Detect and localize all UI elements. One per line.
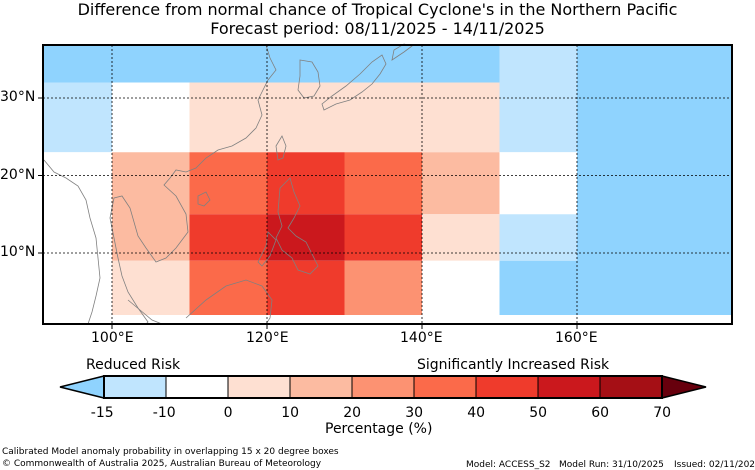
colorbar-segment [289,375,353,399]
anomaly-grid [43,45,732,315]
footer-issued: Issued: 02/11/2025 [674,460,755,470]
lon-label-100e: 100°E [91,330,134,346]
sumatra-coastline [127,299,163,325]
colorbar-xlabel: Percentage (%) [325,421,433,437]
footer-method: Calibrated Model anomaly probability in … [2,447,339,457]
colorbar-tick-label: -10 [152,405,176,421]
grid-cell [189,82,500,153]
grid-cell [189,214,267,261]
lat-label-10n: 10°N [0,244,36,260]
colorbar-frame [103,375,663,399]
increased-risk-label: Significantly Increased Risk [417,357,610,373]
colorbar-tick-label: 70 [653,405,672,421]
footer-run: Model Run: 31/10/2025 [559,460,664,470]
lon-label-160e: 160°E [555,330,598,346]
grid-cell [43,152,112,315]
map-title: Difference from normal chance of Tropica… [77,0,678,19]
grid-cell [267,214,345,261]
footer-model: Model: ACCESS_S2 [466,460,551,470]
grid-cell [344,214,422,261]
philippines-coastline [257,177,319,275]
colorbar-high-extend [661,375,707,399]
lat-label-20n: 20°N [0,167,36,183]
grid-cell [499,214,577,261]
grid-cell [189,152,267,215]
colorbar-segment [103,375,167,399]
colorbar-segment [165,375,229,399]
colorbar-segment [599,375,663,399]
colorbar-low-extend [59,375,105,399]
grid-cell [112,82,190,153]
grid-cell [344,152,422,215]
footer-copyright: © Commonwealth of Australia 2025, Austra… [2,459,322,469]
colorbar [59,375,707,399]
colorbar-tick-label: 40 [467,405,486,421]
lon-label-140e: 140°E [400,330,443,346]
grid-cell [422,214,500,261]
colorbar-tick-label: 0 [223,405,233,421]
colorbar-tick-label: 20 [343,405,362,421]
colorbar-segment [413,375,477,399]
west-coastline [43,159,101,325]
colorbar-tick-label: 10 [281,405,300,421]
taiwan-coastline [275,135,287,161]
colorbar-segment [475,375,539,399]
colorbar-tick-label: -15 [90,405,114,421]
grid-cell [43,45,500,83]
colorbar-segment [537,375,601,399]
colorbar-segment [227,375,291,399]
colorbar-tick-label: 30 [405,405,424,421]
lat-label-30n: 30°N [0,89,36,105]
grid-cell [344,260,422,315]
reduced-risk-label: Reduced Risk [86,357,181,373]
grid-cell [112,260,190,315]
map-subtitle: Forecast period: 08/11/2025 - 14/11/2025 [210,19,545,38]
grid-cell [422,260,500,315]
grid-cell [499,152,577,215]
colorbar-tick-label: 60 [591,405,610,421]
colorbar-segment [351,375,415,399]
grid-cell [422,152,500,215]
lon-label-120e: 120°E [246,330,289,346]
grid-cell [499,260,577,315]
map-frame [42,44,733,325]
colorbar-tick-label: 50 [529,405,548,421]
korea-coastline [297,59,321,99]
grid-cell [189,260,267,315]
grid-cell [43,82,112,153]
grid-cell [499,45,577,153]
grid-cell [267,260,345,315]
grid-cell [577,45,732,315]
hainan-coastline [197,191,211,207]
grid-cell [267,152,345,215]
asia-coastline [109,44,277,325]
grid-cell [112,152,190,261]
borneo-coastline [185,279,273,325]
